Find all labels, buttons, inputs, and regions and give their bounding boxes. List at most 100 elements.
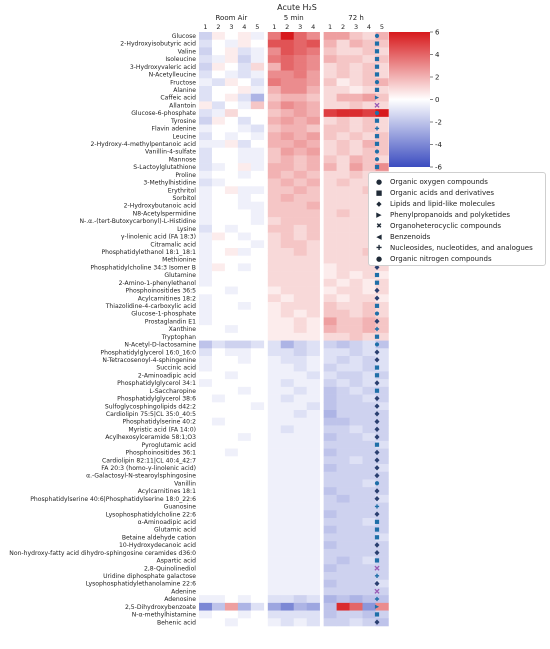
heatmap-cell [375, 587, 389, 596]
heatmap-cell [267, 132, 282, 141]
heatmap-cell [280, 263, 295, 272]
heatmap-cell [336, 502, 350, 511]
row-label: Valine [178, 48, 197, 55]
row-label: Phosphatidylcholine 34:3 Isomer B [90, 264, 196, 271]
heatmap-cell [293, 209, 307, 218]
legend-marker-icon: ▶ [376, 210, 382, 219]
heatmap-cell [250, 194, 265, 203]
heatmap-cell [336, 479, 350, 488]
heatmap-cell [323, 456, 337, 465]
heatmap-cell [237, 541, 252, 550]
heatmap-cell [267, 510, 282, 519]
heatmap-cell [280, 325, 295, 334]
heatmap-cell [267, 309, 282, 318]
heatmap-cell [293, 224, 307, 233]
heatmap-cell [224, 325, 239, 334]
heatmap-cell [237, 525, 252, 534]
heatmap-cell [224, 533, 239, 542]
heatmap-cell [362, 448, 376, 457]
heatmap-cell [375, 140, 389, 149]
heatmap-cell [349, 579, 363, 588]
row-label: Succinic acid [156, 365, 196, 372]
heatmap-cell [375, 386, 389, 395]
row-label: N-α-methylhistamine [132, 612, 197, 619]
heatmap-cell [375, 518, 389, 527]
heatmap-cell [280, 132, 295, 141]
heatmap-cell [306, 379, 320, 388]
heatmap-cell [267, 425, 282, 434]
row-label: Phosphatidylserine 40:2 [122, 419, 196, 426]
heatmap-cell [349, 186, 363, 195]
heatmap-cell [250, 379, 265, 388]
heatmap-cell [199, 47, 213, 56]
class-marker [374, 149, 380, 154]
heatmap-cell [362, 518, 376, 527]
row-label: 2,5-Dihydroxybenzoate [125, 604, 196, 611]
heatmap-cell [211, 294, 226, 303]
heatmap-cell [280, 278, 295, 287]
class-marker [374, 580, 380, 587]
heatmap-cell [362, 595, 376, 604]
heatmap-cell [280, 502, 295, 511]
heatmap-cell [306, 101, 320, 110]
heatmap-cell [267, 618, 282, 627]
heatmap-cell [280, 425, 295, 434]
heatmap-cell [199, 548, 213, 557]
heatmap-cell [250, 394, 265, 403]
heatmap-cell [224, 286, 239, 295]
column-group-headers: Room Air 5 min 72 h [216, 14, 364, 22]
heatmap-cell [211, 440, 226, 449]
heatmap-cell [349, 510, 363, 519]
heatmap-cell [293, 541, 307, 550]
heatmap-cell [349, 271, 363, 280]
heatmap-cell [267, 548, 282, 557]
heatmap-cell [375, 410, 389, 419]
heatmap-cell [250, 240, 265, 249]
heatmap-cell [250, 595, 265, 604]
heatmap-cell [293, 62, 307, 71]
heatmap-cell [280, 595, 295, 604]
heatmap-cell [280, 309, 295, 318]
heatmap-cell [375, 86, 389, 95]
heatmap-cell [323, 556, 337, 565]
heatmap-cell [323, 317, 337, 326]
legend-label: Phenylpropanoids and polyketides [390, 210, 511, 219]
heatmap-cell [293, 271, 307, 280]
heatmap-cell [199, 302, 213, 311]
row-label: Thiazolidine-4-carboxylic acid [105, 303, 196, 310]
heatmap-cell [237, 564, 252, 573]
heatmap-cell [362, 386, 376, 395]
heatmap-cell [211, 93, 226, 102]
heatmap-cell [375, 502, 389, 511]
heatmap-cell [375, 32, 389, 41]
heatmap-cell [375, 271, 389, 280]
heatmap-cell [336, 294, 350, 303]
row-label: Phosphatidylethanol 18:1_18:1 [101, 249, 196, 256]
heatmap-cell [362, 394, 376, 403]
heatmap-cell [280, 479, 295, 488]
heatmap-cell [323, 386, 337, 395]
heatmap-cell [349, 86, 363, 95]
heatmap-cell [323, 433, 337, 442]
heatmap-cell [199, 294, 213, 303]
heatmap-cell [349, 294, 363, 303]
heatmap-cell [237, 425, 252, 434]
heatmap-cell [349, 39, 363, 48]
heatmap-cell [237, 363, 252, 372]
heatmap-cell [280, 564, 295, 573]
heatmap-cell [306, 541, 320, 550]
heatmap-cell [375, 163, 389, 172]
heatmap-cell [375, 356, 389, 365]
heatmap-cell [224, 186, 239, 195]
heatmap-cell [362, 86, 376, 95]
class-marker [374, 326, 380, 332]
heatmap-cell [306, 278, 320, 287]
heatmap-cell [250, 510, 265, 519]
class-marker [374, 604, 380, 609]
heatmap-cell [323, 116, 337, 125]
heatmap-cell [336, 317, 350, 326]
heatmap-cell [199, 209, 213, 218]
column-tick-label: 3 [229, 23, 233, 31]
heatmap-cell [306, 217, 320, 226]
heatmap-cell [211, 248, 226, 257]
